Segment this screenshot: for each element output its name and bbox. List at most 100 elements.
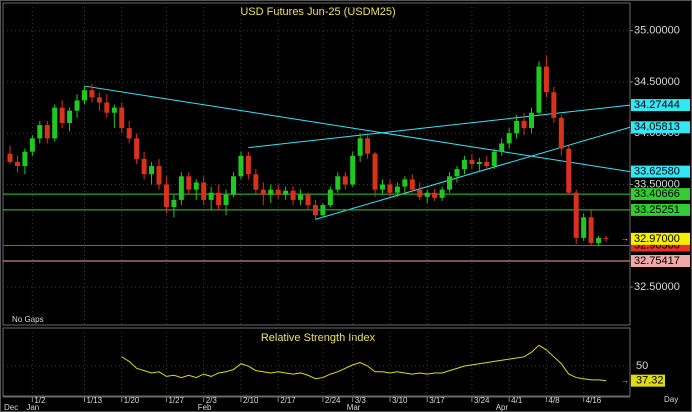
- candle-body: [238, 155, 244, 177]
- candle-body: [260, 189, 266, 195]
- candle-body: [29, 138, 35, 152]
- x-tick-label: 1/2: [34, 396, 46, 405]
- last-label: 32.97000: [634, 233, 680, 245]
- y-tick-label: 34.50000: [634, 76, 680, 88]
- x-unit-label: Day: [664, 395, 678, 404]
- candle-body: [119, 107, 125, 129]
- candle-body: [253, 174, 259, 190]
- candle-body: [82, 90, 87, 101]
- level-box: [631, 99, 690, 112]
- month-label: Mar: [347, 403, 361, 412]
- x-tick-label: 3/3: [355, 396, 367, 405]
- level-label: 34.27444: [634, 99, 680, 111]
- candle-body: [320, 205, 326, 216]
- rsi-line: [121, 344, 607, 382]
- rsi-title: Relative Strength Index: [261, 332, 376, 344]
- level-label: 33.62580: [634, 166, 680, 178]
- candle-body: [581, 217, 587, 238]
- candle-body: [439, 189, 445, 198]
- month-label: Dec: [4, 403, 18, 412]
- candle-body: [149, 166, 155, 175]
- candle-body: [37, 125, 43, 139]
- x-tick-label: 3/17: [429, 396, 445, 405]
- candle-body: [208, 192, 214, 200]
- candle-body: [402, 179, 408, 187]
- candle-body: [186, 176, 192, 190]
- rsi-panel: [2, 327, 631, 397]
- candle-body: [22, 151, 28, 167]
- last-arrow: →: [621, 376, 629, 385]
- x-tick-label: 1/13: [87, 396, 103, 405]
- candle-body: [476, 161, 482, 164]
- candle-body: [499, 143, 505, 152]
- level-box: [631, 165, 690, 178]
- candle-body: [312, 205, 318, 216]
- candle-body: [223, 194, 229, 206]
- candle-body: [506, 133, 512, 144]
- candle-body: [491, 151, 497, 167]
- x-tick-label: 3/24: [474, 396, 490, 405]
- candle-body: [342, 176, 348, 185]
- candle-body: [156, 166, 162, 185]
- candle-body: [298, 194, 304, 200]
- level-box: [631, 121, 690, 134]
- candle-body: [74, 100, 80, 111]
- candle-body: [268, 189, 274, 195]
- x-tick-label: 4/16: [586, 396, 602, 405]
- trend-line: [315, 126, 631, 220]
- candle-body: [163, 184, 169, 208]
- candle-body: [201, 182, 207, 200]
- candle-body: [44, 125, 50, 139]
- level-label: 33.25251: [634, 204, 680, 216]
- candle-body: [283, 190, 289, 195]
- candle-body: [394, 186, 400, 193]
- candle-body: [141, 158, 147, 175]
- candle-body: [409, 179, 415, 190]
- last-box: [631, 374, 665, 387]
- candle-body: [134, 138, 140, 159]
- candle-body: [380, 184, 385, 190]
- x-tick-label: 3/10: [392, 396, 408, 405]
- level-box: [631, 254, 690, 267]
- candle-body: [171, 199, 177, 208]
- y-tick-label: 32.50000: [634, 281, 680, 293]
- candle-body: [350, 155, 356, 185]
- price-panel: [2, 2, 631, 326]
- x-tick-label: 2/24: [325, 396, 341, 405]
- candle-body: [424, 192, 430, 197]
- candle-body: [178, 176, 184, 200]
- candle-body: [447, 176, 453, 190]
- x-tick-label: 4/1: [511, 396, 523, 405]
- x-tick-label: 2/3: [206, 396, 218, 405]
- level-label: 34.05813: [634, 121, 680, 133]
- candle-body: [573, 192, 579, 238]
- y-tick-label: 33.50000: [634, 178, 680, 190]
- note: No Gaps: [12, 315, 44, 324]
- candle-body: [469, 159, 475, 164]
- candle-body: [387, 184, 393, 193]
- candle-body: [543, 66, 549, 93]
- y-tick-label: 35.00000: [634, 25, 680, 37]
- candle-body: [417, 189, 423, 197]
- candle-body: [216, 192, 222, 206]
- last-box: [631, 232, 690, 245]
- candle-body: [372, 153, 378, 190]
- candle-body: [305, 194, 311, 206]
- candle-body: [514, 120, 520, 134]
- candle-body: [290, 190, 296, 200]
- candle-body: [454, 169, 460, 177]
- candle-body: [126, 128, 132, 139]
- candle-body: [335, 176, 341, 190]
- candle-body: [67, 110, 73, 123]
- candle-body: [536, 66, 542, 113]
- trend-line: [248, 104, 631, 149]
- chart-title: USD Futures Jun-25 (USDM25): [240, 6, 395, 18]
- candle-body: [111, 107, 117, 113]
- candle-body: [7, 153, 13, 162]
- x-tick-label: 4/8: [548, 396, 560, 405]
- x-tick-label: 2/10: [243, 396, 259, 405]
- candle-body: [14, 161, 20, 167]
